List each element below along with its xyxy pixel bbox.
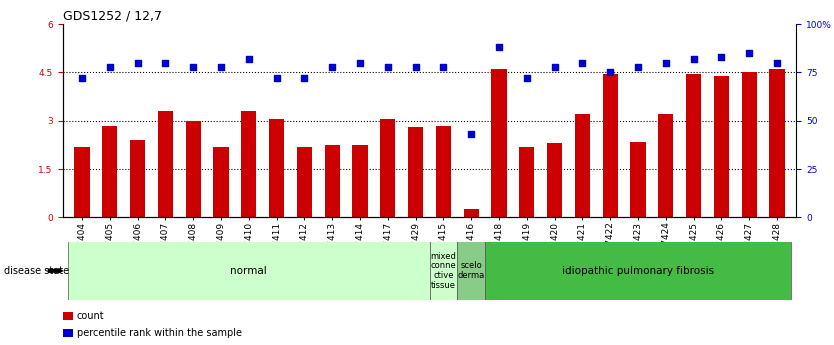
Bar <box>464 209 479 217</box>
Bar <box>102 126 118 217</box>
Point <box>270 76 284 81</box>
Text: percentile rank within the sample: percentile rank within the sample <box>77 328 242 338</box>
Bar <box>352 145 368 217</box>
Point <box>242 56 255 62</box>
Point <box>687 56 701 62</box>
Bar <box>324 145 340 217</box>
Point <box>214 64 228 69</box>
Point <box>715 54 728 60</box>
Bar <box>297 147 312 217</box>
Point <box>131 60 144 66</box>
Point <box>298 76 311 81</box>
Point <box>465 131 478 137</box>
Bar <box>185 121 201 217</box>
Bar <box>214 147 229 217</box>
Point <box>604 70 617 75</box>
Bar <box>631 142 646 217</box>
Bar <box>158 111 173 217</box>
Bar <box>380 119 395 217</box>
Point <box>492 45 505 50</box>
Point <box>742 50 756 56</box>
Text: count: count <box>77 311 104 321</box>
Bar <box>491 69 507 217</box>
Bar <box>74 147 90 217</box>
Bar <box>741 72 757 217</box>
Point <box>437 64 450 69</box>
Bar <box>241 111 256 217</box>
Text: mixed
conne
ctive
tissue: mixed conne ctive tissue <box>430 252 456 290</box>
Point <box>325 64 339 69</box>
Point <box>771 60 784 66</box>
Bar <box>435 126 451 217</box>
Point <box>75 76 88 81</box>
Bar <box>485 241 791 300</box>
Point <box>354 60 367 66</box>
Bar <box>430 241 457 300</box>
Text: GDS1252 / 12,7: GDS1252 / 12,7 <box>63 10 162 23</box>
Bar <box>408 127 423 217</box>
Point <box>381 64 394 69</box>
Bar <box>68 241 430 300</box>
Point <box>548 64 561 69</box>
Point <box>187 64 200 69</box>
Bar <box>602 74 618 217</box>
Text: scelo
derma: scelo derma <box>458 262 485 280</box>
Point <box>103 64 117 69</box>
Point <box>631 64 645 69</box>
Bar <box>658 114 674 217</box>
Point <box>520 76 534 81</box>
Bar <box>457 241 485 300</box>
Text: disease state: disease state <box>4 266 69 276</box>
Bar <box>769 69 785 217</box>
Text: normal: normal <box>230 266 267 276</box>
Bar <box>547 143 562 217</box>
Text: idiopathic pulmonary fibrosis: idiopathic pulmonary fibrosis <box>562 266 714 276</box>
Bar <box>519 147 535 217</box>
Point <box>409 64 422 69</box>
Point <box>575 60 589 66</box>
Bar <box>714 76 729 217</box>
Bar <box>575 114 590 217</box>
Point <box>158 60 172 66</box>
Bar <box>686 74 701 217</box>
Bar <box>269 119 284 217</box>
Bar <box>130 140 145 217</box>
Point <box>659 60 672 66</box>
